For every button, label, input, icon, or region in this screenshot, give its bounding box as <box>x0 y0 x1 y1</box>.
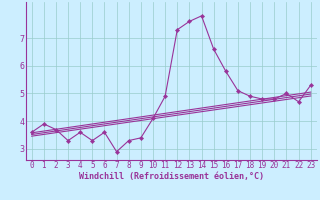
X-axis label: Windchill (Refroidissement éolien,°C): Windchill (Refroidissement éolien,°C) <box>79 172 264 181</box>
